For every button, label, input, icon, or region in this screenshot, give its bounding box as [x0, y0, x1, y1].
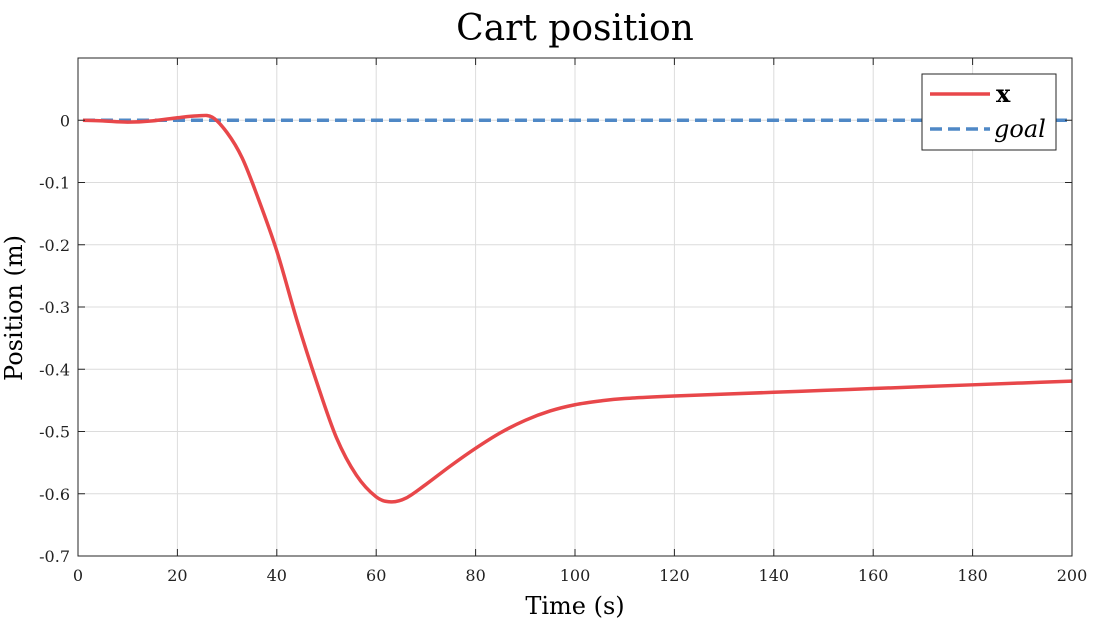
- x-tick-label: 140: [759, 566, 790, 585]
- y-axis-label: Position (m): [0, 235, 28, 381]
- y-tick-label: 0: [60, 111, 70, 130]
- y-tick-label: -0.3: [39, 298, 70, 317]
- chart-title: Cart position: [456, 8, 694, 49]
- x-tick-label: 160: [858, 566, 889, 585]
- x-tick-label: 100: [560, 566, 591, 585]
- series-layer: [82, 113, 1073, 504]
- x-tick-label: 60: [366, 566, 386, 585]
- y-tick-label: -0.4: [39, 360, 70, 379]
- x-tick-label: 120: [659, 566, 690, 585]
- y-tick-label: -0.6: [39, 485, 70, 504]
- legend: x goal: [921, 73, 1057, 151]
- y-tick-label: -0.1: [39, 174, 70, 193]
- series-line-x: [82, 113, 1073, 504]
- legend-label-goal: goal: [994, 115, 1046, 143]
- x-axis-label: Time (s): [525, 592, 624, 620]
- x-tick-label: 0: [73, 566, 83, 585]
- x-tick-label: 180: [957, 566, 988, 585]
- x-tick-label: 80: [465, 566, 485, 585]
- legend-label-x: x: [996, 79, 1011, 108]
- legend-box: [921, 73, 1057, 151]
- y-tick-label: -0.2: [39, 236, 70, 255]
- tick-layer: 0 20 40 60 80 100 120 140 160 180 200 -0.7 -0.6 -0.5 -…: [39, 58, 1087, 585]
- x-tick-label: 40: [267, 566, 287, 585]
- y-tick-label: -0.5: [39, 423, 70, 442]
- x-tick-label: 20: [167, 566, 187, 585]
- y-tick-label: -0.7: [39, 547, 70, 566]
- x-tick-label: 200: [1057, 566, 1088, 585]
